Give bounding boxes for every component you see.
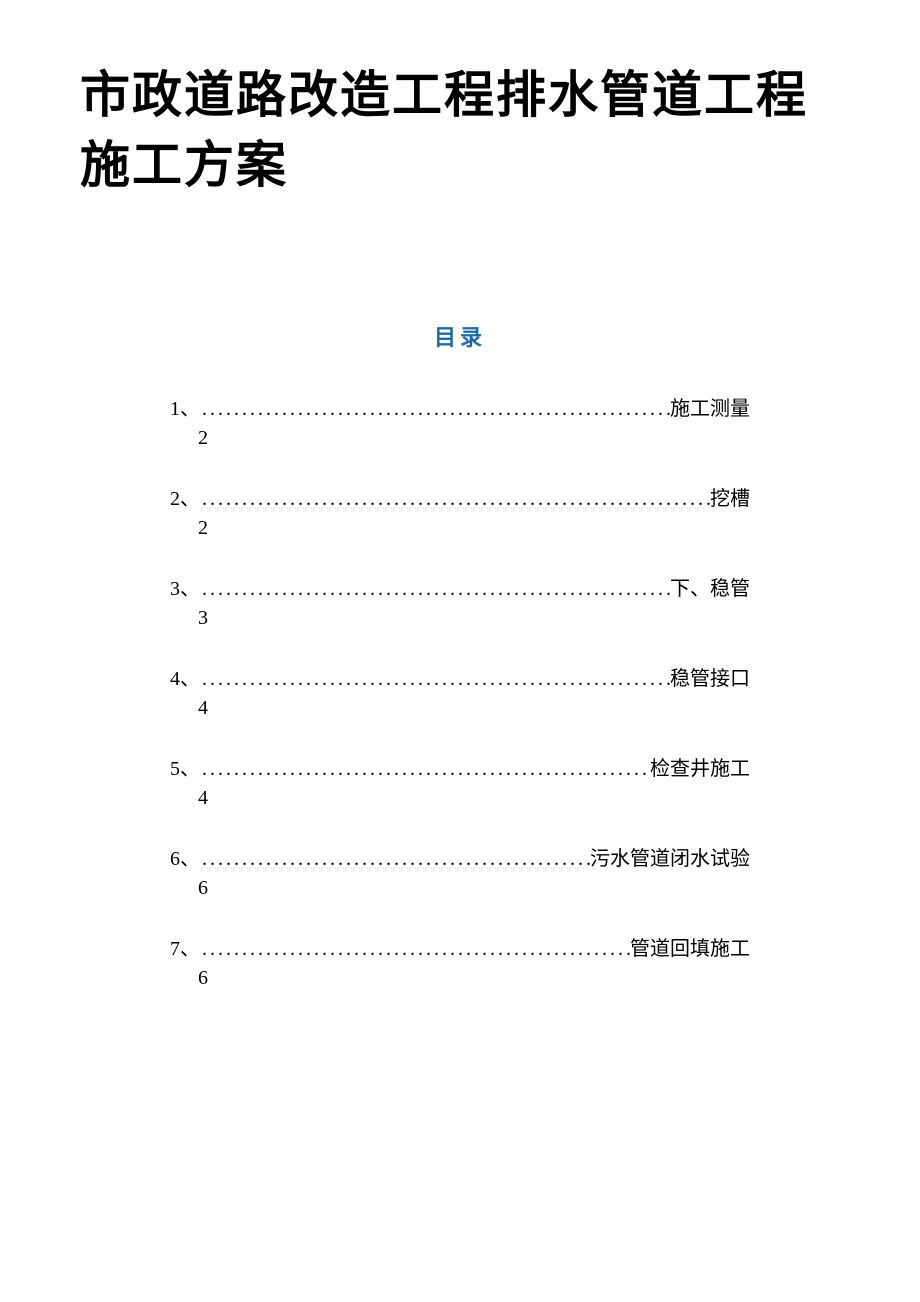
toc-label: 污水管道闭水试验 (590, 842, 750, 871)
toc-entry: 6、 .....................................… (170, 842, 750, 900)
toc-entry: 5、 .....................................… (170, 752, 750, 810)
toc-num: 2、 (170, 482, 200, 511)
toc-label: 挖槽 (710, 482, 750, 511)
toc-heading: 目录 (80, 320, 840, 352)
toc-label: 管道回填施工 (630, 932, 750, 961)
toc-dots: ........................................… (200, 578, 670, 601)
toc-num: 1、 (170, 392, 200, 421)
toc-page: 4 (170, 787, 750, 810)
toc-dots: ........................................… (200, 758, 650, 781)
toc-page: 4 (170, 697, 750, 720)
toc-line: 2、 .....................................… (170, 482, 750, 511)
toc-dots: ........................................… (200, 848, 590, 871)
toc-entry: 1、 .....................................… (170, 392, 750, 450)
toc-dots: ........................................… (200, 398, 670, 421)
toc-line: 3、 .....................................… (170, 572, 750, 601)
toc-entry: 4、 .....................................… (170, 662, 750, 720)
toc-container: 1、 .....................................… (80, 392, 840, 990)
toc-line: 4、 .....................................… (170, 662, 750, 691)
toc-dots: ........................................… (200, 938, 630, 961)
toc-label: 下、稳管 (670, 572, 750, 601)
document-title: 市政道路改造工程排水管道工程施工方案 (80, 60, 840, 200)
toc-page: 6 (170, 877, 750, 900)
toc-label: 稳管接口 (670, 662, 750, 691)
toc-dots: ........................................… (200, 488, 710, 511)
toc-dots: ........................................… (200, 668, 670, 691)
toc-page: 3 (170, 607, 750, 630)
toc-num: 5、 (170, 752, 200, 781)
toc-line: 1、 .....................................… (170, 392, 750, 421)
toc-entry: 7、 .....................................… (170, 932, 750, 990)
toc-label: 施工测量 (670, 392, 750, 421)
toc-page: 2 (170, 427, 750, 450)
toc-page: 6 (170, 967, 750, 990)
toc-num: 6、 (170, 842, 200, 871)
toc-entry: 3、 .....................................… (170, 572, 750, 630)
toc-page: 2 (170, 517, 750, 540)
toc-num: 4、 (170, 662, 200, 691)
toc-line: 5、 .....................................… (170, 752, 750, 781)
toc-num: 3、 (170, 572, 200, 601)
toc-line: 6、 .....................................… (170, 842, 750, 871)
toc-line: 7、 .....................................… (170, 932, 750, 961)
toc-num: 7、 (170, 932, 200, 961)
toc-entry: 2、 .....................................… (170, 482, 750, 540)
toc-label: 检查井施工 (650, 752, 750, 781)
